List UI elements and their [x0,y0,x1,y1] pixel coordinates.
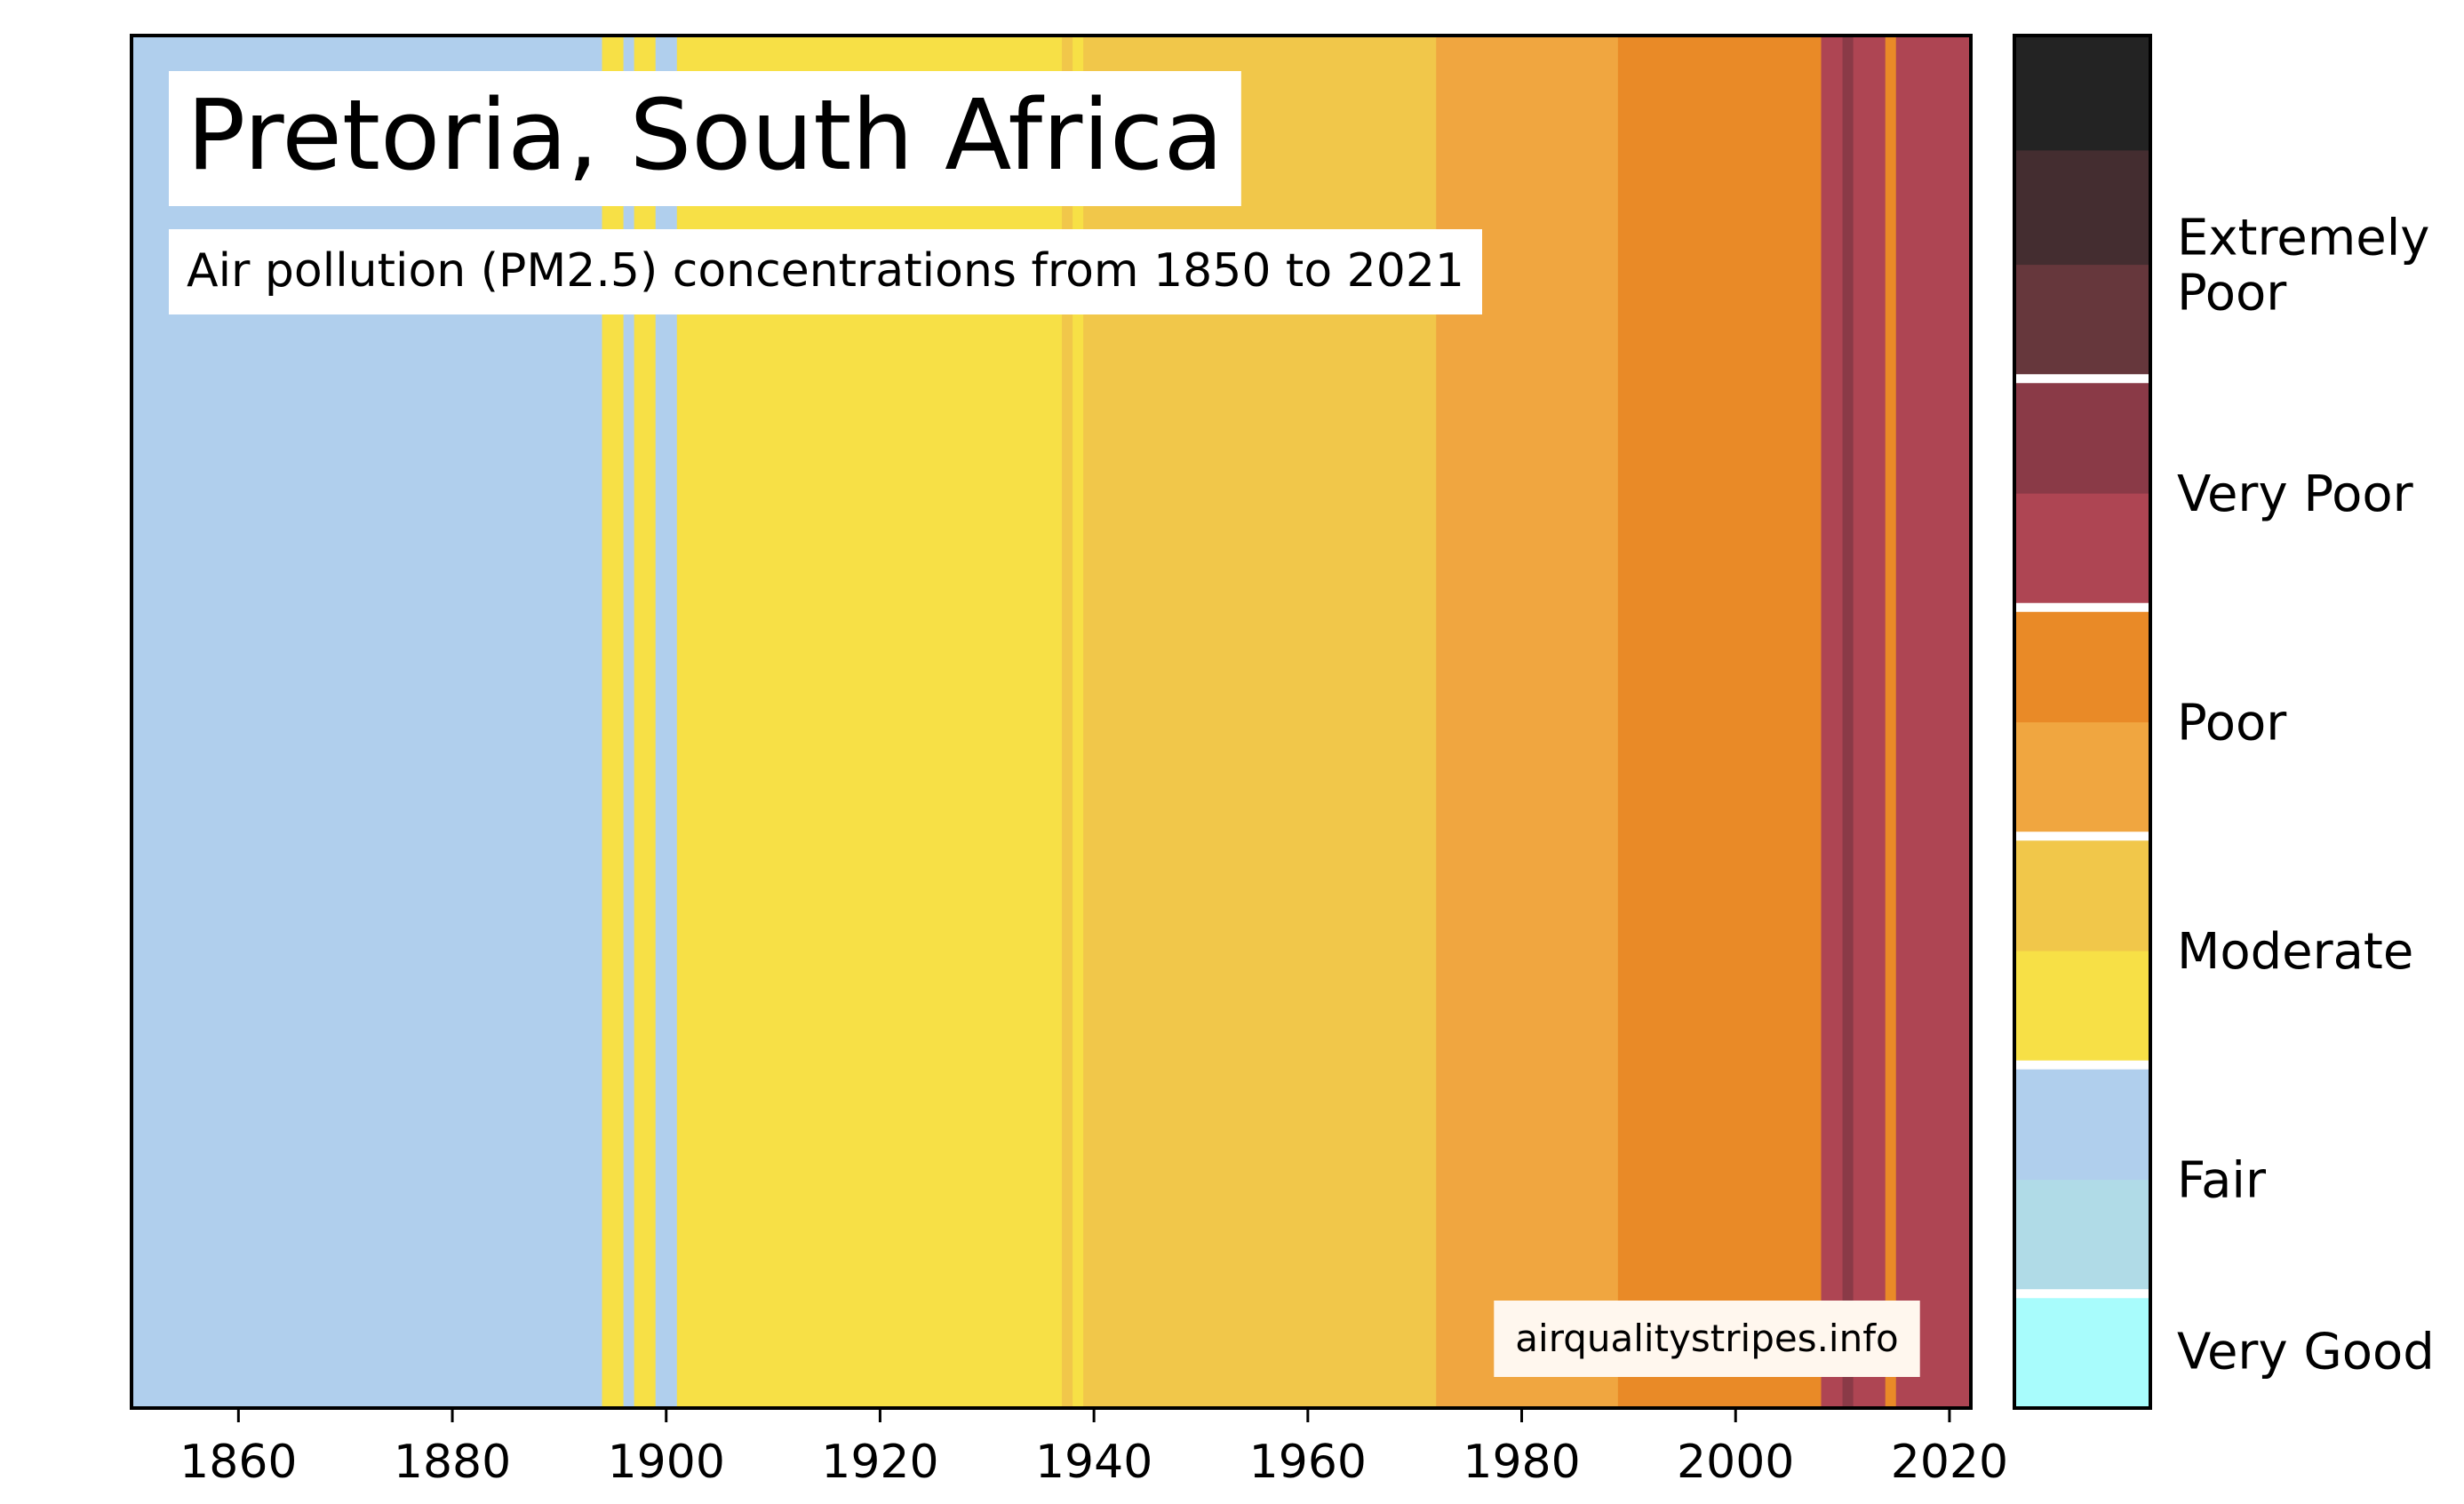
x-tick-label-1860: 1860 [179,1436,297,1489]
stripe-2008 [1821,36,1844,1408]
colorbar-segment-8 [2014,378,2150,494]
x-tick-label-2020: 2020 [1891,1436,2008,1489]
credit-box: airqualitystripes.info [1494,1301,1920,1377]
x-tick-label-2000: 2000 [1677,1436,1794,1489]
colorbar-segment-6 [2014,607,2150,723]
x-tick-label-1900: 1900 [608,1436,725,1489]
colorbar-segment-7 [2014,493,2150,609]
stripe-1938 [1073,36,1084,1408]
x-tick-label-1920: 1920 [821,1436,938,1489]
colorbar-segment-4 [2014,836,2150,951]
x-tick-label-1940: 1940 [1035,1436,1152,1489]
stripe-1897 [634,36,646,1408]
chart-subtitle: Air pollution (PM2.5) concentrations fro… [187,244,1464,298]
subtitle-box: Air pollution (PM2.5) concentrations fro… [169,229,1482,314]
plot-frame [130,34,1973,1410]
colorbar-separator-1 [2014,1289,2150,1299]
stripe-1989 [1617,36,1822,1408]
stripe-2010 [1842,36,1854,1408]
stripe-2014 [1885,36,1897,1408]
stripe-1937 [1062,36,1073,1408]
stripe-1896 [623,36,635,1408]
stripe-2011 [1853,36,1886,1408]
title-box: Pretoria, South Africa [169,71,1241,206]
colorbar-label-very-good: Very Good [2177,1324,2435,1381]
colorbar-separator-9 [2014,374,2150,384]
stripe-1898 [644,36,657,1408]
colorbar-label-moderate: Moderate [2177,923,2413,981]
colorbar-label-fair: Fair [2177,1152,2267,1210]
colorbar-segment-2 [2014,1064,2150,1181]
x-tick-label-1960: 1960 [1249,1436,1367,1489]
x-axis: 1860 1880 1900 1920 1940 1960 1980 2000 2020 [179,1408,2008,1489]
chart-title: Pretoria, South Africa [187,78,1224,192]
colorbar-label-very-poor: Very Poor [2177,466,2414,523]
colorbar-segment-5 [2014,721,2150,837]
colorbar-segment-10 [2014,149,2150,266]
colorbar-segment-9 [2014,264,2150,379]
x-tick-label-1880: 1880 [394,1436,511,1489]
colorbar-segment-1 [2014,1179,2150,1294]
source-credit: airqualitystripes.info [1515,1317,1898,1360]
colorbar-segment-11 [2014,36,2150,151]
x-tick-label-1980: 1980 [1463,1436,1580,1489]
colorbar-segment-0 [2014,1293,2150,1409]
stripe-2015 [1895,36,1972,1408]
colorbar-label-extremely-poor: Extremely Poor [2177,210,2429,322]
colorbar-frame [2013,34,2152,1410]
colorbar-separator-7 [2014,602,2150,612]
colorbar-segment-3 [2014,951,2150,1066]
colorbar-separator-5 [2014,832,2150,841]
colorbar: Very Good Fair Moderate Poor Very Poor Extrem… [2013,34,2435,1410]
colorbar-label-poor: Poor [2177,695,2287,752]
colorbar-separator-3 [2014,1060,2150,1070]
